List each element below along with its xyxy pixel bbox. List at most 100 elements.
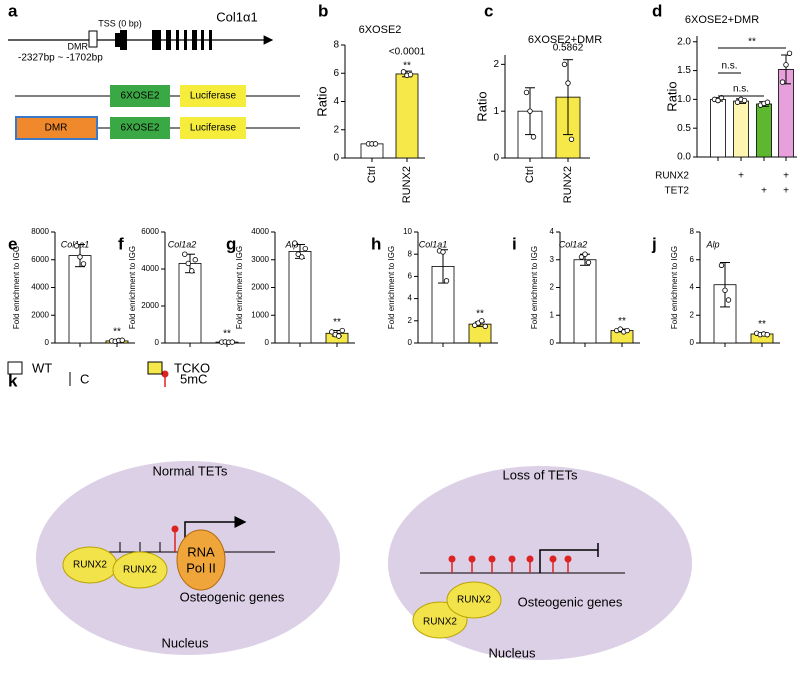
luc-box (180, 117, 246, 139)
5mc-mark (564, 555, 572, 563)
data-point (372, 141, 379, 147)
y-axis-label: Fold enrichment to IGG (128, 246, 137, 329)
protein-label: Pol II (186, 560, 216, 575)
bar (710, 98, 726, 158)
y-tick-label: 2000 (141, 301, 159, 310)
data-point (299, 254, 305, 260)
y-tick-label: 0 (155, 338, 160, 347)
data-point (73, 243, 80, 249)
data-point (339, 327, 345, 334)
bar (68, 255, 92, 344)
condition-mark: + (783, 171, 789, 182)
data-point (568, 136, 575, 142)
error-bar (720, 262, 730, 308)
gene-label: Col1α1 (216, 9, 257, 24)
y-tick-label: 4000 (251, 227, 269, 236)
exon (192, 30, 197, 50)
runx2 (112, 551, 168, 589)
exon (176, 30, 179, 50)
nucleus-label: Nucleus (162, 635, 209, 650)
panel-letter: g (226, 234, 236, 253)
bar (733, 100, 749, 158)
y-tick-label: 2 (333, 124, 339, 135)
y-tick-label: 0 (690, 338, 695, 347)
data-point (292, 240, 298, 246)
5mc-mark (526, 555, 534, 563)
annotation: 0.5862 (553, 43, 584, 54)
5mc-key (161, 370, 169, 378)
5mc-mark (468, 555, 476, 563)
data-point (302, 245, 308, 252)
data-point (479, 318, 485, 324)
y-tick-label: 8 (333, 40, 339, 51)
y-tick-label: 0.5 (677, 123, 691, 134)
5mc-mark (488, 555, 496, 563)
data-point (182, 251, 188, 257)
data-point (578, 254, 585, 260)
chart-title: Alp (705, 239, 719, 249)
y-tick-label: 0 (265, 338, 270, 347)
dmr-box (88, 30, 98, 48)
annotation: ** (758, 319, 766, 330)
y-tick-label: 6000 (31, 255, 49, 264)
chart-title: 6XOSE2 (359, 24, 402, 36)
data-point (741, 97, 748, 104)
annotation: ** (113, 327, 121, 338)
y-tick-label: 0 (493, 153, 499, 164)
panel-letter: d (652, 1, 662, 20)
protein-label: RUNX2 (457, 595, 491, 606)
panel-letter: k (8, 371, 18, 390)
protein-label: RUNX2 (123, 565, 157, 576)
y-tick-label: 4 (690, 283, 695, 292)
key-label: 5mC (180, 371, 207, 386)
data-point (229, 339, 235, 345)
legend-swatch (147, 361, 163, 375)
runx2 (446, 581, 502, 619)
panel-letter: a (8, 1, 18, 20)
5mc-mark (508, 555, 516, 563)
x-tick-label: Ctrl (524, 166, 536, 183)
chart-title: Alp (284, 239, 298, 249)
annotation: ** (333, 317, 341, 328)
y-tick-label: 8 (690, 227, 695, 236)
5mc-marks (448, 555, 572, 573)
exon (152, 30, 161, 50)
data-point (336, 333, 342, 339)
5mc-mark (448, 555, 456, 563)
data-point (527, 108, 533, 114)
y-axis-label: Ratio (314, 86, 329, 116)
bar (573, 259, 597, 344)
box-label: Luciferase (190, 91, 237, 102)
range-label: -2327bp ~ -1702bp (18, 53, 103, 64)
y-tick-label: 2 (493, 59, 499, 70)
data-point (722, 287, 728, 293)
data-point (764, 331, 770, 338)
condition-label: TET2 (665, 186, 690, 197)
ose-box (110, 85, 170, 107)
y-axis-label: Fold enrichment to IGG (235, 246, 244, 329)
y-tick-label: 6000 (141, 227, 159, 236)
box-label: 6XOSE2 (121, 123, 160, 134)
y-axis-label: Fold enrichment to IGG (670, 246, 679, 329)
data-point (624, 327, 630, 334)
annotation: ** (618, 316, 626, 327)
panel-k: k C 5mC Normal TETs RUNX2 RUNX2 RNA Pol … (8, 370, 692, 660)
tss-label: TSS (0 bp) (98, 18, 142, 28)
y-tick-label: 4 (333, 96, 339, 107)
y-axis-label: Fold enrichment to IGG (387, 246, 396, 329)
annotation: n.s. (721, 61, 737, 72)
y-tick-label: 2 (550, 283, 555, 292)
data-point (718, 262, 725, 268)
y-tick-label: 6 (333, 68, 339, 79)
condition-mark: + (761, 186, 767, 197)
5mc-mark (171, 525, 179, 533)
y-tick-label: 2000 (31, 310, 49, 319)
exon (184, 30, 187, 50)
y-tick-label: 10 (403, 227, 412, 236)
protein-label: RUNX2 (423, 617, 457, 628)
data-point (295, 251, 301, 257)
cell-title: Normal TETs (153, 463, 228, 478)
y-tick-label: 8000 (31, 227, 49, 236)
data-point (530, 134, 537, 140)
